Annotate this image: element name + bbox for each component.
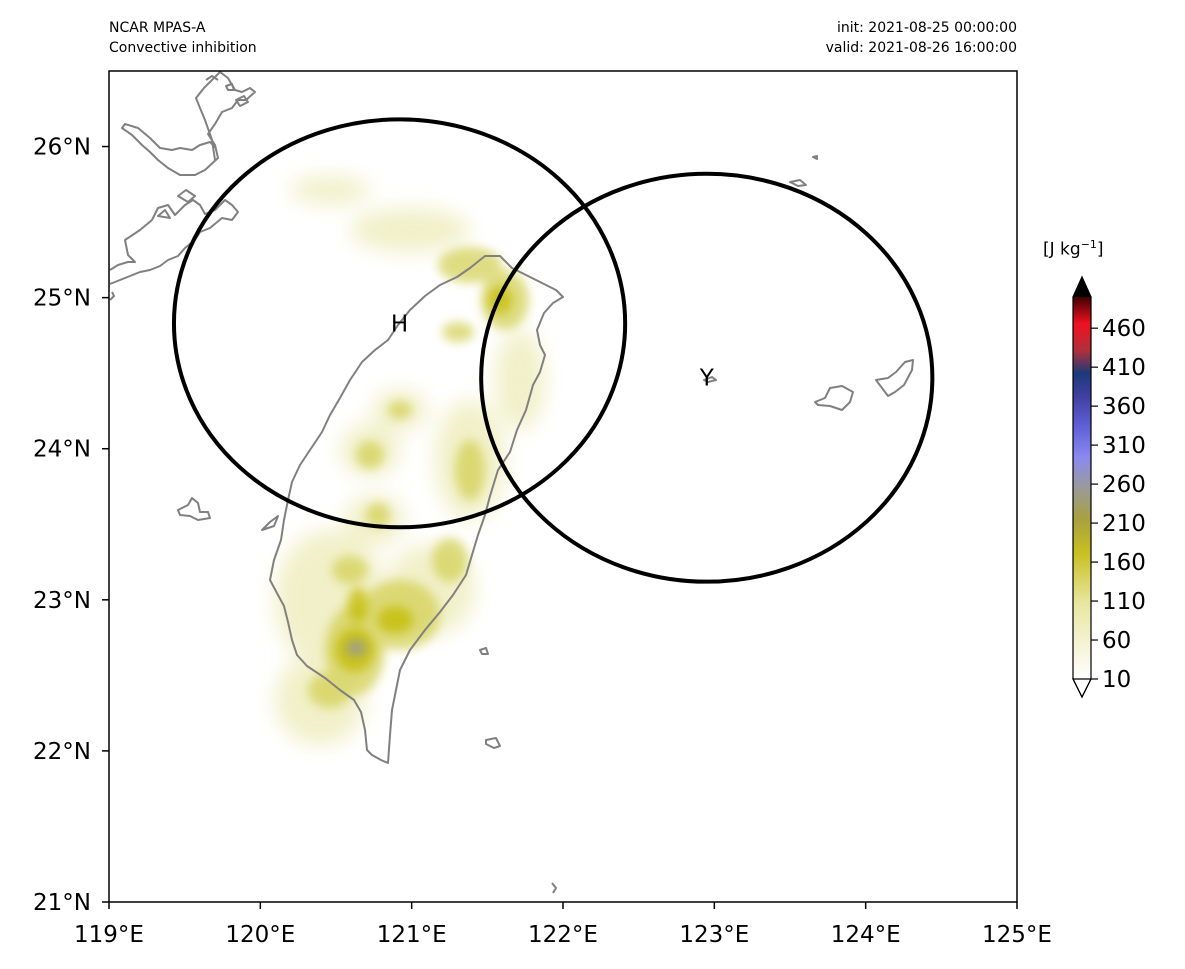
y-tick-label: 26°N <box>33 135 91 161</box>
y-tick-label: 22°N <box>33 739 91 765</box>
colorbar-extend-max <box>1072 275 1092 298</box>
colorbar-tick-label: 210 <box>1102 511 1146 537</box>
yonaguni-coastline <box>703 376 717 383</box>
y-tick-label: 21°N <box>33 890 91 916</box>
colorbar-extend-min <box>1072 678 1092 699</box>
iriomote-coastline <box>814 385 854 411</box>
cin-shading <box>275 176 545 745</box>
x-tick-label: 122°E <box>528 922 598 948</box>
x-tick-label: 125°E <box>982 922 1052 948</box>
x-tick-label: 120°E <box>225 922 295 948</box>
colorbar-units: [J kg−1] <box>1043 238 1104 260</box>
colorbar-tick-label: 310 <box>1102 433 1146 459</box>
x-tick-label: 124°E <box>831 922 901 948</box>
colorbar-tick-label: 60 <box>1102 628 1131 654</box>
colorbar-tick-label: 410 <box>1102 355 1146 381</box>
station-labels: HY <box>391 311 715 391</box>
range-ring-h <box>171 117 628 530</box>
penghu-coastline <box>177 497 211 521</box>
colorbar-ramp <box>1073 297 1091 679</box>
x-tick-label: 121°E <box>377 922 447 948</box>
ishigaki-coastline <box>875 359 914 397</box>
y-tick-label: 23°N <box>33 588 91 614</box>
taiwan-coastline <box>269 255 564 764</box>
station-label-y: Y <box>699 366 715 392</box>
china-coastline <box>109 199 239 285</box>
radar-range-rings <box>171 117 935 584</box>
time-block: init: 2021-08-25 00:00:00 valid: 2021-08… <box>826 18 1017 58</box>
colorbar-tick-label: 260 <box>1102 472 1146 498</box>
title-block: NCAR MPAS-A Convective inhibition <box>109 18 257 58</box>
valid-time: valid: 2021-08-26 16:00:00 <box>825 40 1017 56</box>
x-axis: 119°E 120°E 121°E 122°E 123°E 124°E 125°E <box>74 902 1052 948</box>
x-tick-label: 119°E <box>74 922 144 948</box>
colorbar-tick-label: 160 <box>1102 550 1146 576</box>
y-tick-label: 25°N <box>33 286 91 312</box>
model-name: NCAR MPAS-A <box>109 20 206 36</box>
plot-frame <box>108 70 1018 903</box>
colorbar-tick-label: 110 <box>1102 589 1146 615</box>
init-time: init: 2021-08-25 00:00:00 <box>837 20 1017 36</box>
colorbar-tick-label: 360 <box>1102 394 1146 420</box>
colorbar-tick-label: 460 <box>1102 316 1146 342</box>
range-ring-y <box>479 171 935 584</box>
y-tick-label: 24°N <box>33 437 91 463</box>
field-name: Convective inhibition <box>109 40 257 56</box>
x-tick-label: 123°E <box>679 922 749 948</box>
y-axis: 21°N 22°N 23°N 24°N 25°N 26°N <box>33 135 109 916</box>
station-label-h: H <box>391 311 408 337</box>
coastlines <box>109 71 914 894</box>
colorbar-tick-label: 10 <box>1102 667 1131 693</box>
colorbar: 10 60 110 160 210 260 310 360 410 460 <box>1072 275 1146 699</box>
